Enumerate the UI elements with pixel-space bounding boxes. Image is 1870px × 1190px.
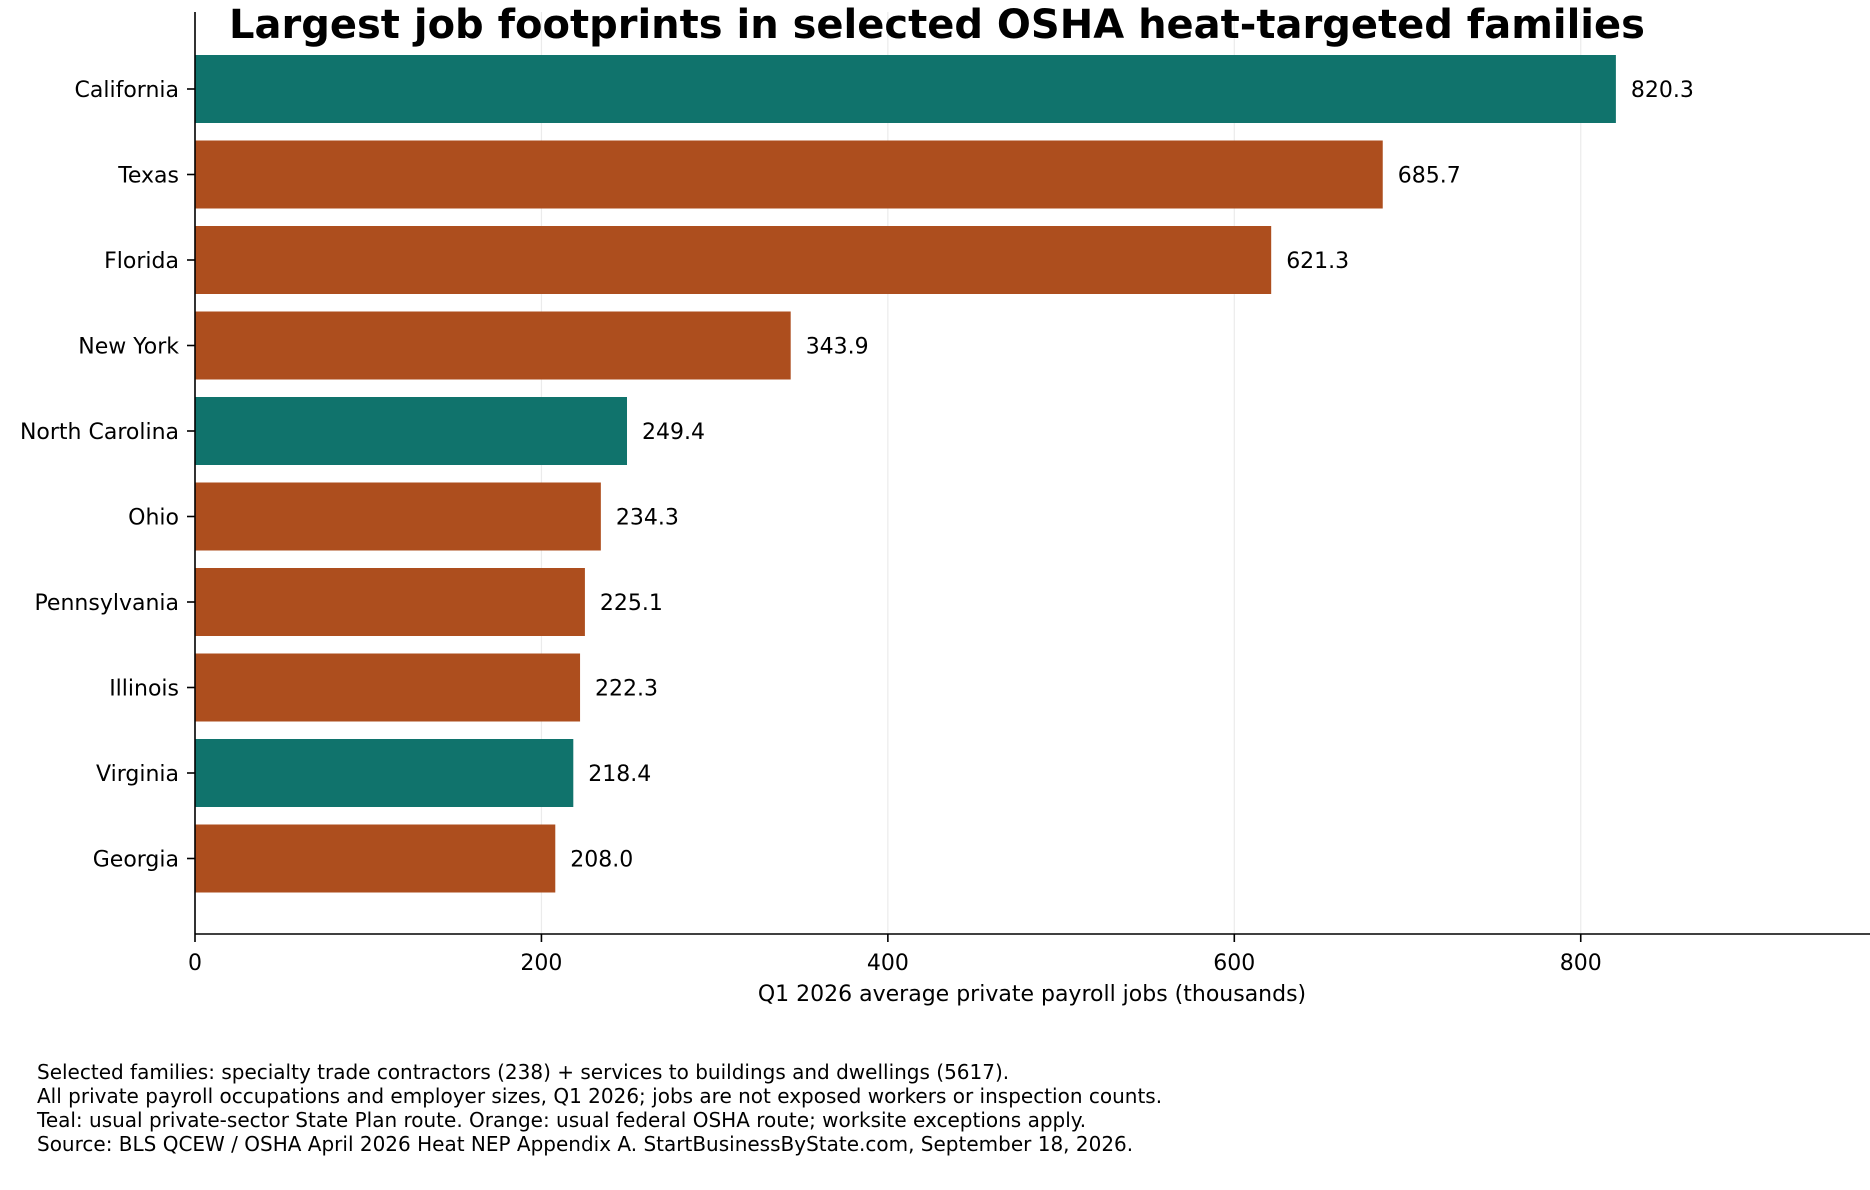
- bar: [195, 824, 556, 893]
- bar: [195, 311, 791, 380]
- value-label: 222.3: [595, 677, 658, 702]
- bar: [195, 226, 1272, 294]
- value-label: 685.7: [1398, 164, 1461, 189]
- category-label: Virginia: [96, 762, 179, 787]
- footnote-color-key: Teal: usual private-sector State Plan ro…: [37, 1108, 1087, 1132]
- bar: [195, 140, 1383, 209]
- x-tick-label: 0: [188, 951, 202, 976]
- x-tick-label: 800: [1560, 951, 1602, 976]
- x-tick-label: 600: [1213, 951, 1255, 976]
- category-label: Ohio: [128, 506, 179, 531]
- category-label: Florida: [104, 249, 179, 274]
- bar: [195, 739, 574, 807]
- value-label: 208.0: [570, 848, 633, 873]
- bar: [195, 653, 581, 722]
- footnote-families: Selected families: specialty trade contr…: [37, 1060, 1010, 1084]
- category-label: North Carolina: [20, 420, 179, 445]
- bar: [195, 482, 601, 551]
- x-tick-label: 400: [867, 951, 909, 976]
- value-label: 249.4: [642, 420, 705, 445]
- category-label: New York: [78, 335, 179, 360]
- axes: [194, 12, 1870, 935]
- category-label: California: [75, 78, 179, 103]
- labels: 0 200 400 600 800 California 820.3 Texas 685.7 Fl…: [20, 78, 1694, 976]
- bars: [195, 55, 1616, 893]
- value-label: 343.9: [806, 335, 869, 360]
- category-label: Texas: [117, 164, 179, 189]
- value-label: 225.1: [600, 591, 663, 616]
- value-label: 820.3: [1631, 78, 1694, 103]
- bar: [195, 55, 1616, 123]
- value-label: 234.3: [616, 506, 679, 531]
- category-label: Georgia: [93, 848, 179, 873]
- x-tick-label: 200: [520, 951, 562, 976]
- category-label: Illinois: [109, 677, 179, 702]
- x-axis-label: Q1 2026 average private payroll jobs (th…: [758, 982, 1306, 1007]
- category-label: Pennsylvania: [34, 591, 179, 616]
- value-label: 218.4: [588, 762, 651, 787]
- value-label: 621.3: [1286, 249, 1349, 274]
- bar: [195, 568, 585, 636]
- footnote-scope: All private payroll occupations and empl…: [37, 1084, 1163, 1108]
- footnote-source: Source: BLS QCEW / OSHA April 2026 Heat …: [37, 1132, 1134, 1156]
- footnotes: Selected families: specialty trade contr…: [37, 1060, 1162, 1156]
- chart-title: Largest job footprints in selected OSHA …: [229, 2, 1645, 48]
- bar: [195, 397, 628, 465]
